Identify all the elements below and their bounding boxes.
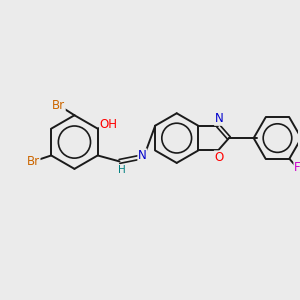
Text: F: F <box>294 161 300 174</box>
Text: N: N <box>138 149 147 162</box>
Text: H: H <box>118 165 125 175</box>
Text: OH: OH <box>100 118 118 131</box>
Text: N: N <box>215 112 224 125</box>
Text: Br: Br <box>27 155 40 168</box>
Text: O: O <box>214 151 224 164</box>
Text: Br: Br <box>52 99 65 112</box>
